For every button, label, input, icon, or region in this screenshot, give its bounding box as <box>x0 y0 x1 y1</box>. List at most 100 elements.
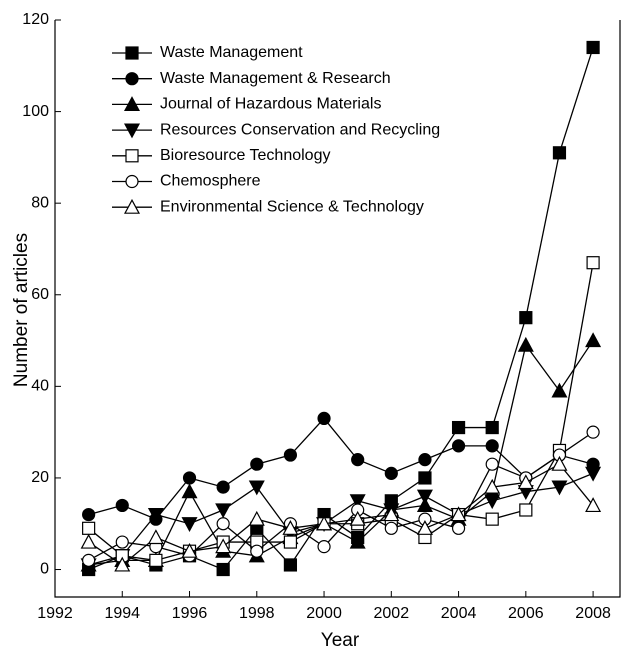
y-tick-label: 0 <box>40 561 49 578</box>
marker <box>485 457 499 471</box>
marker <box>586 40 600 55</box>
legend-label: Resources Conservation and Recycling <box>160 121 440 138</box>
marker <box>517 336 534 352</box>
series-line <box>88 431 594 561</box>
series-line <box>88 463 594 566</box>
marker <box>451 521 466 535</box>
marker <box>484 494 501 510</box>
series-line <box>88 47 594 571</box>
marker <box>317 411 331 426</box>
marker <box>586 425 600 439</box>
y-tick-label: 100 <box>22 103 49 120</box>
marker <box>416 497 433 513</box>
marker <box>349 510 366 526</box>
series-line <box>88 472 594 566</box>
y-tick-label: 80 <box>31 194 49 211</box>
x-tick-label: 1996 <box>172 605 208 622</box>
marker <box>484 478 501 494</box>
marker <box>552 146 567 160</box>
axes-frame <box>54 20 621 598</box>
marker <box>317 540 331 554</box>
marker <box>418 453 432 467</box>
y-tick-label: 120 <box>22 11 49 28</box>
marker <box>282 520 299 535</box>
x-tick-label: 2002 <box>374 605 410 622</box>
marker <box>149 553 163 567</box>
marker <box>123 123 141 139</box>
marker <box>123 198 141 214</box>
series-line <box>88 417 594 520</box>
marker <box>215 538 232 554</box>
marker <box>383 506 400 522</box>
marker <box>416 520 433 535</box>
y-tick-label: 40 <box>31 378 49 395</box>
y-tick-label: 20 <box>31 469 49 486</box>
marker <box>485 512 499 526</box>
marker <box>248 510 265 526</box>
marker <box>316 515 333 531</box>
marker <box>451 420 466 435</box>
marker <box>551 382 568 398</box>
marker <box>418 471 432 485</box>
x-tick-label: 1998 <box>239 605 275 622</box>
marker <box>125 174 139 189</box>
marker <box>485 420 499 435</box>
x-tick-label: 2008 <box>575 605 611 622</box>
marker <box>349 533 366 549</box>
marker <box>216 517 230 531</box>
marker <box>519 503 533 517</box>
marker <box>551 455 568 471</box>
x-tick-label: 2000 <box>306 605 342 622</box>
marker <box>585 497 602 513</box>
marker <box>123 96 141 112</box>
x-tick-label: 1994 <box>104 605 140 622</box>
marker <box>283 448 298 462</box>
marker <box>586 256 600 270</box>
marker <box>250 544 264 558</box>
marker <box>517 474 534 490</box>
marker <box>115 535 129 549</box>
legend-label: Journal of Hazardous Materials <box>160 96 381 113</box>
marker <box>519 311 533 325</box>
marker <box>182 471 197 485</box>
legend-label: Environmental Science & Technology <box>160 198 424 215</box>
marker <box>416 489 433 505</box>
x-axis-label: Year <box>321 630 360 651</box>
marker <box>216 562 230 577</box>
marker <box>216 480 230 494</box>
marker <box>215 503 232 519</box>
legend-label: Bioresource Technology <box>160 147 330 164</box>
marker <box>451 439 466 453</box>
marker <box>248 480 265 496</box>
marker <box>585 332 602 348</box>
marker <box>351 453 365 467</box>
y-axis-label: Number of articles <box>11 233 32 387</box>
series-line <box>88 262 594 562</box>
marker <box>384 466 398 480</box>
marker <box>450 506 467 522</box>
marker <box>82 521 96 535</box>
marker <box>82 507 96 522</box>
marker <box>80 533 97 549</box>
marker <box>585 466 602 482</box>
marker <box>147 507 164 523</box>
marker <box>551 480 568 496</box>
marker <box>349 494 366 510</box>
marker <box>125 72 139 86</box>
marker <box>181 517 198 532</box>
marker <box>147 529 164 545</box>
marker <box>283 558 298 572</box>
y-tick-label: 60 <box>31 286 49 303</box>
legend-label: Waste Management <box>160 44 303 61</box>
legend-label: Waste Management & Research <box>160 70 391 87</box>
marker <box>250 457 264 471</box>
marker <box>125 46 139 60</box>
legend-label: Chemosphere <box>160 173 261 190</box>
marker <box>283 535 298 549</box>
marker <box>115 498 129 513</box>
x-tick-label: 2004 <box>441 605 477 622</box>
marker <box>485 439 499 453</box>
marker <box>82 553 96 567</box>
x-tick-label: 1992 <box>37 605 73 622</box>
